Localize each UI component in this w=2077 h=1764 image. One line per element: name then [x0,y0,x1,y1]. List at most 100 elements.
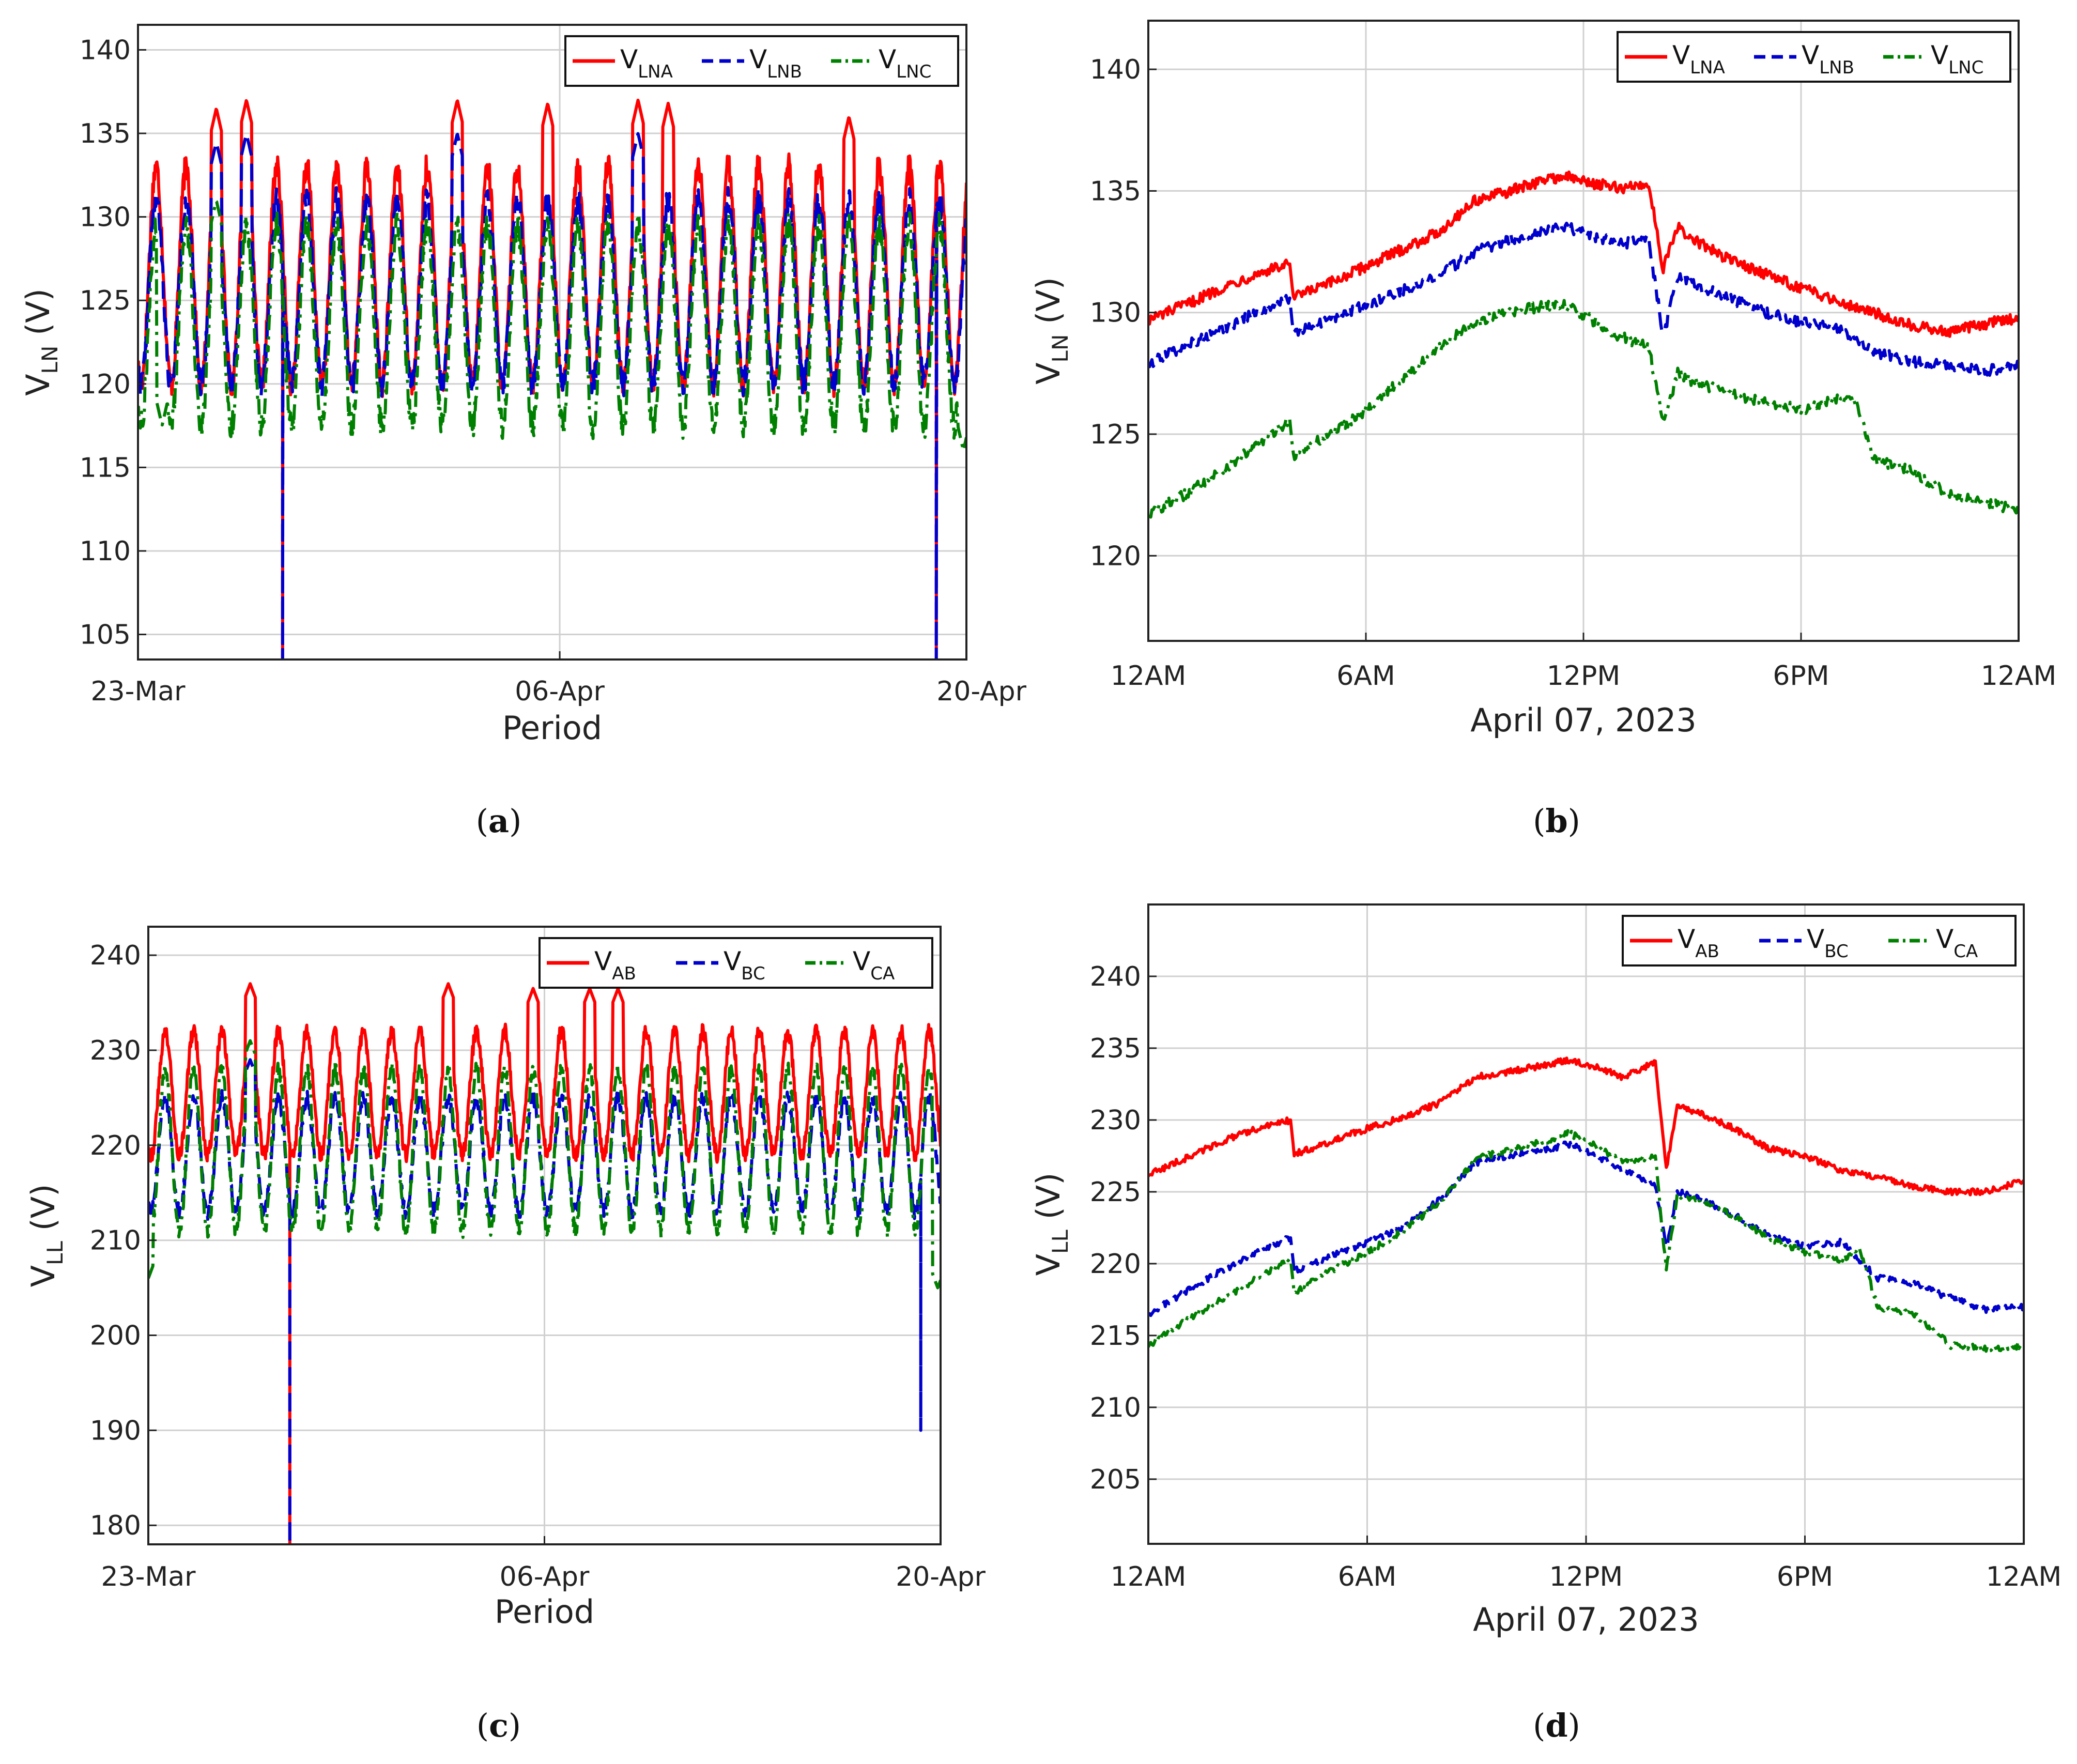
x-tick-label: 6AM [1338,1561,1397,1592]
legend-box [1622,915,2017,967]
x-tick-label: 6AM [1336,661,1395,692]
series-line-vab [148,982,941,1544]
legend-label-lnc: VLNC [879,44,931,82]
x-tick-label: 12AM [1981,661,2057,692]
y-tick-label: 110 [80,536,131,567]
y-tick-label: 235 [1090,1033,1141,1064]
y-tick-label: 135 [80,118,131,149]
legend-label-lnb: VLNB [1802,40,1854,78]
panel-label: (b) [1533,802,1580,840]
x-tick-label: 12PM [1547,661,1620,692]
y-tick-label: 115 [80,452,131,483]
legend: VAB VBC VCA [539,937,933,989]
y-tick-label: 225 [1090,1177,1141,1208]
legend: VLNA VLNB VLNC [1617,31,2011,83]
y-tick-label: 135 [1090,176,1141,207]
y-axis-label-main: V [1029,1254,1067,1276]
legend-label-lna: VLNA [1672,40,1725,78]
y-tick-label: 120 [80,369,131,400]
y-axis-label-unit: (V) [24,1184,62,1241]
series-line-vlnb [1148,221,2019,377]
y-axis-label-unit: (V) [1029,277,1067,334]
legend-label-ab: VAB [594,946,636,984]
y-tick-label: 240 [90,940,141,971]
legend-label-lna: VLNA [620,44,673,82]
series-line-vlnc [1148,299,2019,519]
y-axis-label-main: V [19,374,57,395]
legend-label-bc: VBC [1807,924,1849,962]
y-tick-label: 130 [1090,298,1141,329]
legend-label-bc: VBC [724,946,765,984]
series-line-vlna [1148,170,2019,338]
y-axis-label: VLL (V) [24,1184,68,1287]
series-line-vab [1148,1056,2024,1197]
y-axis-label-sub: LN [37,346,63,374]
y-axis-label-unit: (V) [1029,1173,1067,1230]
y-tick-label: 140 [1090,54,1141,85]
y-tick-label: 230 [90,1035,141,1066]
legend-box [1617,31,2011,83]
y-tick-label: 220 [90,1130,141,1161]
legend-label-ab: VAB [1678,924,1719,962]
y-tick-label: 210 [1090,1392,1141,1423]
legend-label-lnc: VLNC [1931,40,1983,78]
series-line-vlnc [138,200,966,452]
y-tick-label: 120 [1090,541,1141,572]
x-tick-label: 12AM [1986,1561,2062,1592]
legend: VLNA VLNB VLNC [564,35,959,87]
y-tick-label: 240 [1090,961,1141,992]
y-axis-label-unit: (V) [19,288,57,346]
legend-box [539,937,933,989]
x-tick-label: 6PM [1777,1561,1833,1592]
legend-label-lnb: VLNB [749,44,802,82]
x-tick-label: 12PM [1549,1561,1623,1592]
chart-panel-a: 105 110 115 120 125 130 135 140 23-Mar 06-Apr 20-A… [19,24,1027,840]
panel-label: (d) [1533,1707,1580,1744]
series-line-vca [1148,1129,2024,1353]
panel-label: (a) [476,802,522,840]
legend-label-ca: VCA [1936,924,1978,962]
chart-panel-c: 180 190 200 210 220 230 240 23-Mar 06-Apr 20-Apr P… [24,926,986,1744]
x-tick-label: 6PM [1773,661,1829,692]
y-tick-label: 105 [80,620,131,651]
y-axis-label-sub: LN [1048,334,1073,363]
y-tick-label: 215 [1090,1321,1141,1352]
x-axis-label: Period [502,709,602,747]
y-tick-label: 205 [1090,1464,1141,1495]
legend-box [564,35,959,87]
x-axis-label: April 07, 2023 [1470,701,1697,739]
series-line-vlna [138,98,966,659]
legend-label-ca: VCA [853,946,895,984]
y-tick-label: 180 [90,1510,141,1541]
y-tick-label: 210 [90,1225,141,1256]
y-tick-label: 220 [1090,1249,1141,1280]
series-line-vbc [1148,1140,2024,1317]
chart-panel-d: 205 210 215 220 225 230 235 240 12AM 6AM 12PM 6PM 12… [1029,903,2062,1744]
x-tick-label: 12AM [1111,1561,1187,1592]
x-tick-label: 12AM [1111,661,1187,692]
x-tick-label: 06-Apr [500,1561,590,1592]
x-tick-label: 20-Apr [936,676,1026,707]
y-tick-label: 230 [1090,1105,1141,1136]
legend: VAB VBC VCA [1622,915,2017,967]
x-tick-label: 23-Mar [90,676,186,707]
panel-label: (c) [476,1707,521,1744]
series-line-vca [148,1039,941,1290]
y-axis-label-main: V [1029,362,1067,384]
y-tick-label: 140 [80,35,131,66]
y-tick-label: 130 [80,202,131,233]
y-axis-label-sub: LL [1048,1230,1073,1254]
x-axis-label: April 07, 2023 [1473,1601,1699,1638]
series-line-vlnb [138,132,966,659]
y-tick-label: 200 [90,1321,141,1352]
x-tick-label: 20-Apr [896,1561,986,1592]
chart-panel-b: 120 125 130 135 140 12AM 6AM 12PM 6PM 12AM April 0… [1029,20,2057,840]
x-axis-label: Period [495,1593,594,1631]
y-tick-label: 190 [90,1415,141,1446]
plot-frame [137,24,967,661]
y-tick-label: 125 [80,285,131,316]
y-axis-label: VLN (V) [1029,277,1073,385]
y-axis-label-sub: LL [42,1241,68,1265]
y-axis-label: VLN (V) [19,288,63,396]
